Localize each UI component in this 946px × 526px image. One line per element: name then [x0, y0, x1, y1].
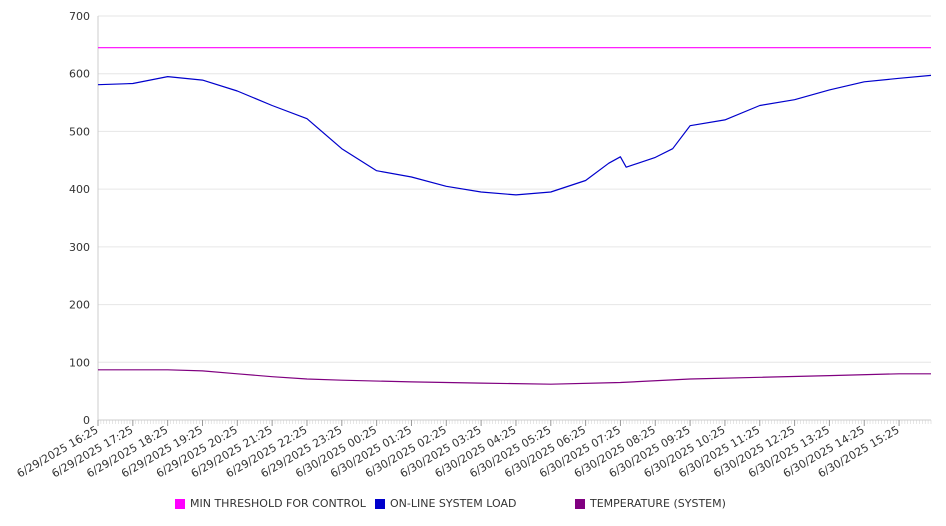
legend-label-system-load: ON-LINE SYSTEM LOAD [390, 497, 517, 510]
legend-label-min-threshold: MIN THRESHOLD FOR CONTROL [190, 497, 366, 510]
x-tick-labels: 6/29/2025 16:256/29/2025 17:256/29/2025 … [15, 423, 902, 480]
legend-item-temperature[interactable]: TEMPERATURE (SYSTEM) [575, 497, 726, 510]
legend-swatch-min-threshold [175, 498, 185, 509]
y-tick-labels: 0 100 200 300 400 500 600 700 [69, 10, 90, 427]
grid [98, 15, 931, 421]
y-tick-label: 0 [83, 414, 90, 427]
axes [97, 16, 932, 426]
series-line-2 [98, 369, 931, 385]
legend-label-temperature: TEMPERATURE (SYSTEM) [590, 497, 726, 510]
series-lines [97, 47, 932, 385]
y-tick-label: 400 [69, 183, 90, 196]
y-tick-label: 200 [69, 299, 90, 312]
y-tick-label: 600 [69, 68, 90, 81]
y-tick-label: 500 [69, 125, 90, 138]
legend-swatch-system-load [375, 498, 385, 509]
legend-item-min-threshold[interactable]: MIN THRESHOLD FOR CONTROL [175, 497, 366, 510]
legend-swatch-temperature [575, 498, 585, 509]
series-line-1 [97, 74, 932, 196]
y-tick-label: 300 [69, 241, 90, 254]
y-tick-label: 700 [69, 10, 90, 23]
y-tick-label: 100 [69, 356, 90, 369]
legend-item-system-load[interactable]: ON-LINE SYSTEM LOAD [375, 497, 516, 510]
legend: MIN THRESHOLD FOR CONTROL ON-LINE SYSTEM… [0, 497, 946, 515]
